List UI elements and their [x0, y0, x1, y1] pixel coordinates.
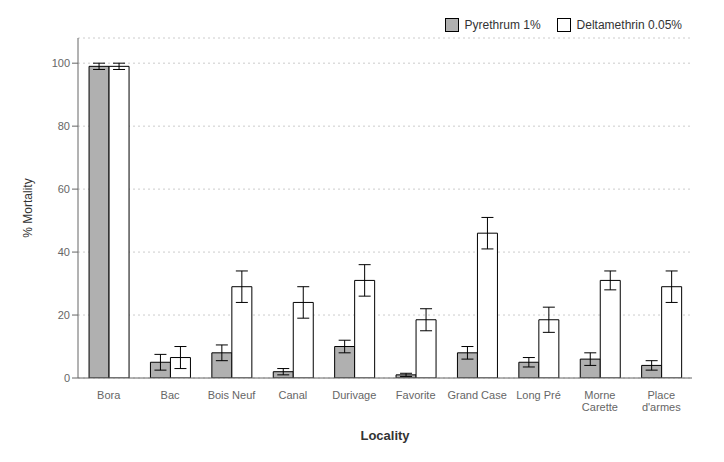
html-text:Pyrethrum 1%: Pyrethrum 1% — [464, 18, 541, 32]
svg-text:Durivage: Durivage — [332, 389, 376, 401]
svg-text:Bora: Bora — [97, 389, 121, 401]
svg-text:MorneCarette: MorneCarette — [582, 389, 618, 414]
html-text:Deltamethrin 0.05%: Deltamethrin 0.05% — [576, 18, 682, 32]
svg-text:Locality: Locality — [360, 428, 410, 443]
svg-text:80: 80 — [58, 120, 70, 132]
svg-text:20: 20 — [58, 309, 70, 321]
svg-text:100: 100 — [52, 57, 70, 69]
svg-text:Canal: Canal — [279, 389, 308, 401]
svg-text:Long Pré: Long Pré — [516, 389, 561, 401]
svg-text:60: 60 — [58, 183, 70, 195]
svg-text:Bois Neuf: Bois Neuf — [208, 389, 257, 401]
svg-text:% Mortality: % Mortality — [21, 178, 35, 237]
svg-text:Bac: Bac — [161, 389, 180, 401]
svg-text:Favorite: Favorite — [396, 389, 436, 401]
svg-text:0: 0 — [64, 372, 70, 384]
svg-text:40: 40 — [58, 246, 70, 258]
svg-text:Placed'armes: Placed'armes — [642, 389, 681, 414]
svg-text:Grand Case: Grand Case — [447, 389, 506, 401]
